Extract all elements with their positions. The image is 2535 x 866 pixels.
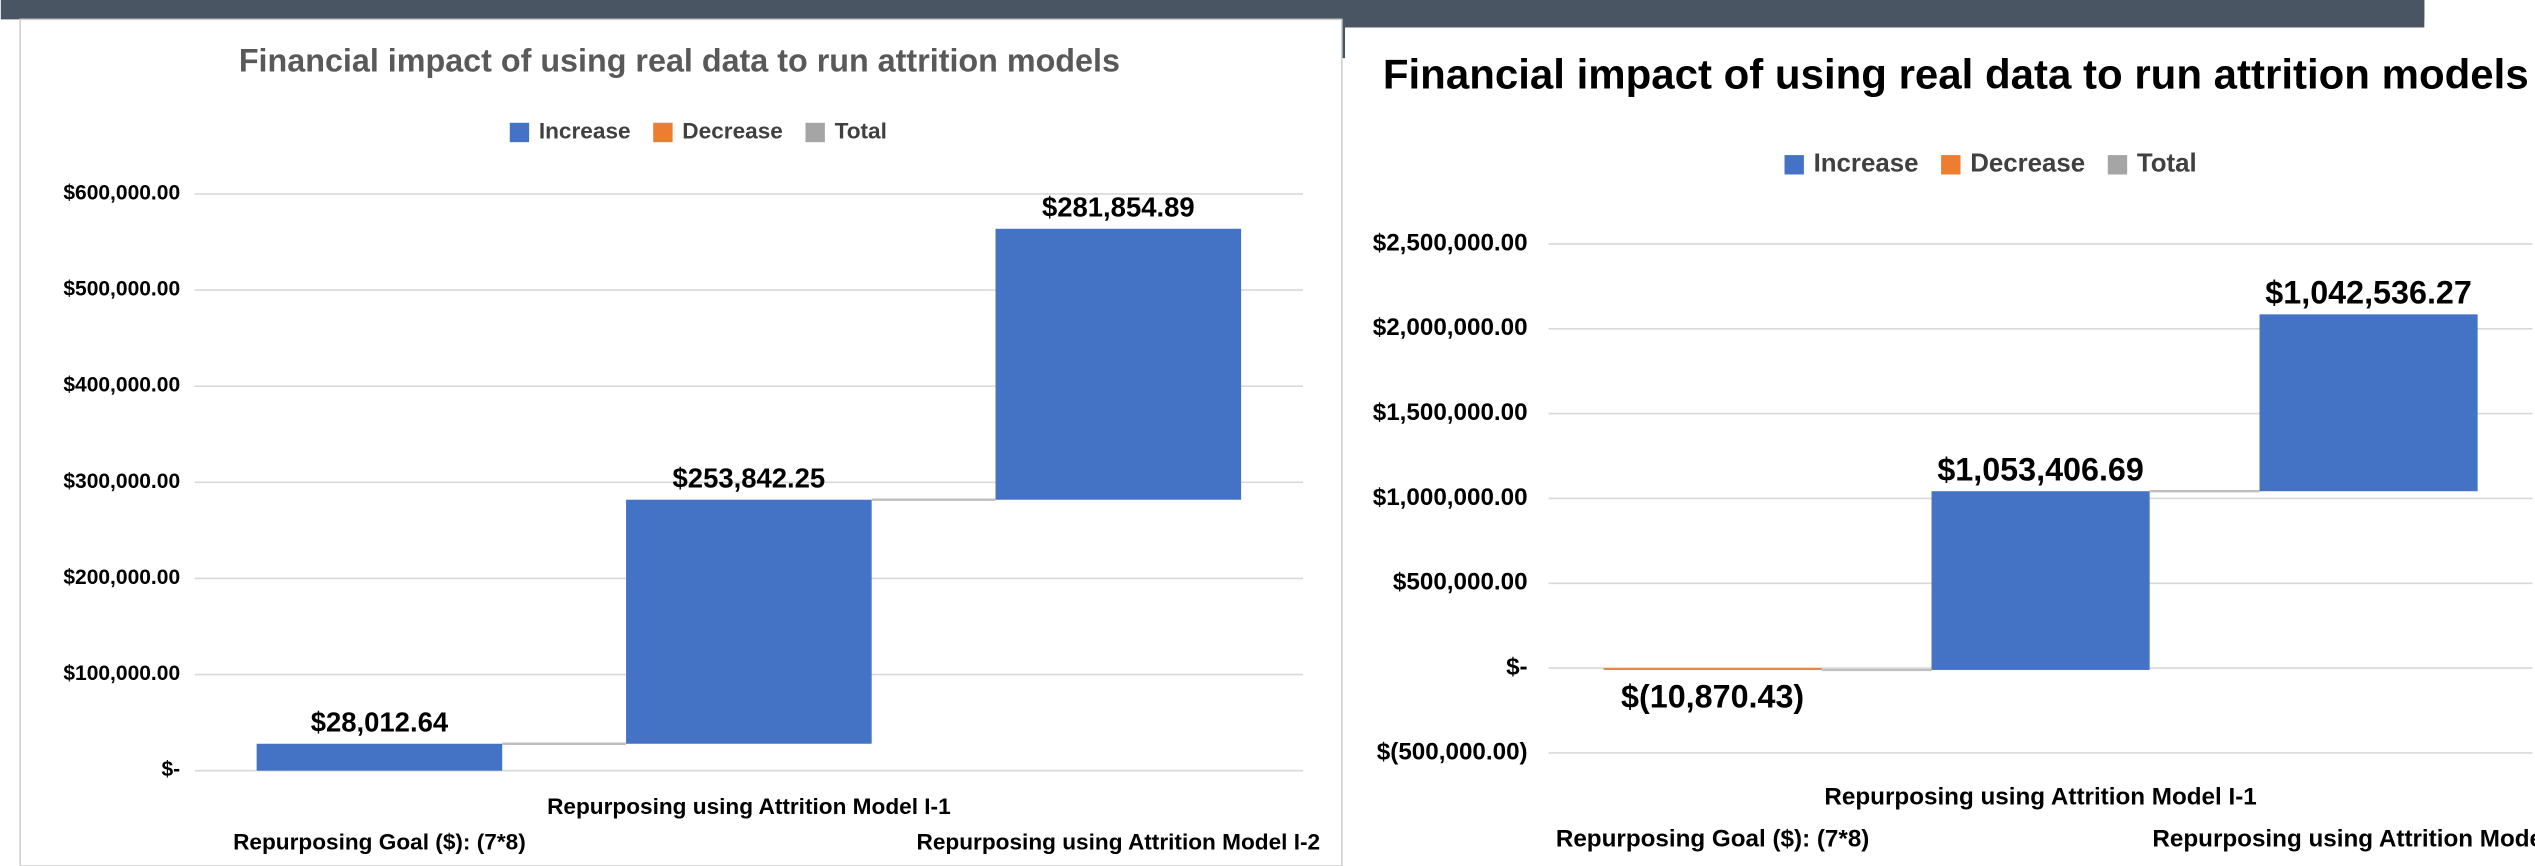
legend-label: Decrease	[682, 118, 783, 143]
y-tick-label: $2,500,000.00	[1373, 229, 1528, 256]
legend-swatch	[2107, 155, 2128, 175]
x-tick-label: Repurposing Goal ($): (7*8)	[1556, 826, 1870, 853]
y-tick-label: $500,000.00	[1393, 569, 1528, 596]
y-tick-label: $-	[161, 758, 180, 781]
bar	[626, 499, 872, 744]
y-tick-label: $600,000.00	[63, 181, 180, 204]
value-label: $1,042,536.27	[2265, 275, 2472, 311]
legend-label: Increase	[539, 118, 631, 143]
bar	[1603, 668, 1822, 670]
value-label: $281,854.89	[1042, 192, 1195, 223]
legend-swatch	[1784, 155, 1804, 175]
x-tick-label: Repurposing using Attrition Model I-2	[2152, 826, 2535, 853]
value-label: $1,053,406.69	[1937, 451, 2144, 487]
legend-swatch	[653, 122, 673, 143]
y-tick-label: $400,000.00	[63, 374, 180, 397]
y-tick-label: $(500,000.00)	[1377, 738, 1528, 765]
chart-title: Financial impact of using real data to r…	[1383, 51, 2529, 98]
legend-label: Total	[2137, 150, 2197, 178]
bar	[256, 743, 503, 771]
x-tick-label: Repurposing using Attrition Model I-1	[1824, 784, 2256, 811]
value-label: $28,012.64	[311, 707, 449, 738]
x-tick-label: Repurposing using Attrition Model I-2	[917, 829, 1321, 854]
x-tick-label: Repurposing using Attrition Model I-1	[547, 794, 951, 819]
bar	[1931, 491, 2150, 670]
y-tick-label: $-	[1506, 653, 1528, 680]
y-tick-label: $1,000,000.00	[1373, 484, 1528, 511]
legend-label: Increase	[1814, 150, 1919, 178]
y-tick-label: $2,000,000.00	[1373, 314, 1528, 341]
legend-swatch	[805, 122, 825, 143]
legend-label: Total	[835, 118, 887, 143]
top-bar-right	[1341, 0, 2425, 28]
legend-label: Decrease	[1970, 150, 2085, 178]
y-tick-label: $100,000.00	[63, 662, 180, 685]
y-tick-label: $1,500,000.00	[1373, 399, 1528, 426]
bar	[2259, 314, 2478, 492]
legend-swatch	[509, 122, 530, 143]
value-label: $253,842.25	[673, 463, 826, 494]
legend-swatch	[1941, 155, 1961, 175]
y-tick-label: $500,000.00	[63, 278, 180, 301]
y-tick-label: $200,000.00	[63, 566, 180, 589]
chart-title: Financial impact of using real data to r…	[239, 43, 1120, 79]
value-label: $(10,870.43)	[1621, 679, 1804, 715]
bar	[995, 228, 1242, 500]
x-tick-label: Repurposing Goal ($): (7*8)	[233, 829, 526, 854]
y-tick-label: $300,000.00	[63, 470, 180, 493]
